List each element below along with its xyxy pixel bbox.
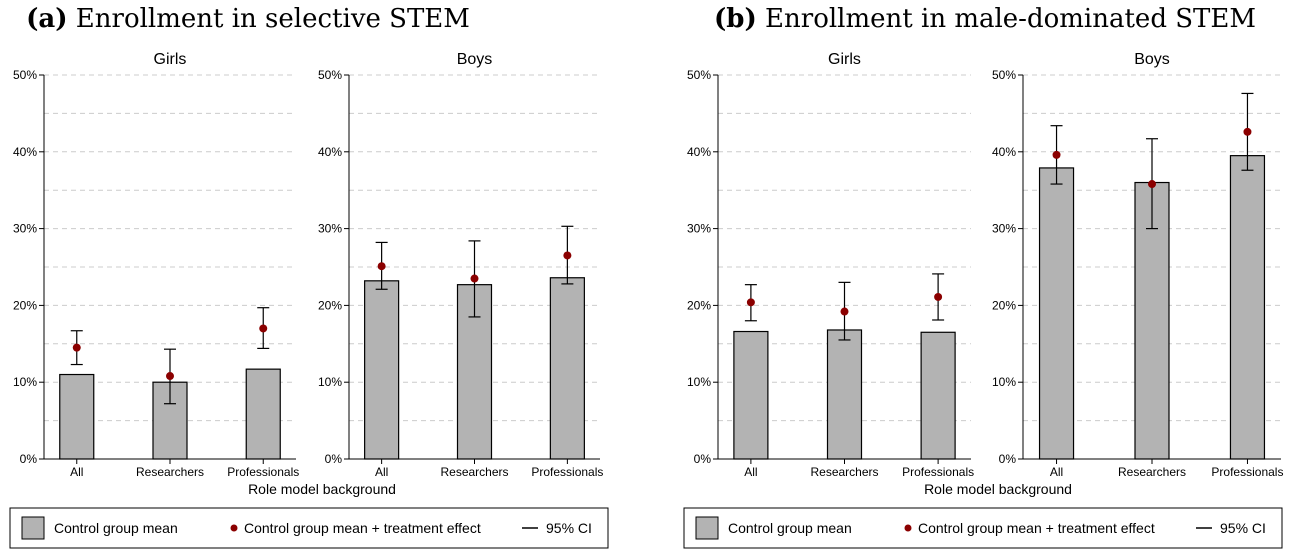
bar-control-mean [733, 330, 769, 460]
panel-boys: Boys 0% 10% 20% 30% 40% 50% All Researchers Profe… [318, 51, 603, 479]
y-tick-label: 40% [13, 145, 37, 159]
y-tick-label: 0% [694, 452, 712, 466]
x-tick-label: Researchers [1118, 465, 1186, 479]
chart-a: (a) Enrollment in selective STEM Girls 0% 1… [9, 4, 609, 549]
panel-boys: Boys 0% 10% 20% 30% 40% 50% All Researchers Profe… [992, 51, 1284, 479]
x-tick-label: All [70, 465, 83, 479]
panel-title: Boys [1134, 51, 1170, 68]
x-tick-label: Researchers [136, 465, 204, 479]
y-tick-label: 40% [992, 145, 1016, 159]
legend-box [683, 507, 1283, 549]
chart-title-label: (b) [714, 4, 757, 34]
treatment-point [840, 307, 849, 316]
x-axis-title: Role model background [924, 481, 1072, 497]
panel-title: Girls [154, 51, 187, 68]
treatment-point [746, 298, 755, 307]
chart-title-text: Enrollment in selective STEM [68, 4, 470, 34]
legend-label-control: Control group mean [728, 520, 852, 536]
bar-control-mean [59, 373, 95, 460]
y-tick-label: 30% [13, 222, 37, 236]
treatment-point [934, 292, 943, 301]
y-tick-label: 30% [687, 222, 711, 236]
y-tick-label: 20% [992, 298, 1016, 312]
legend-label-ci: 95% CI [1220, 520, 1266, 536]
legend-swatch-control [21, 516, 45, 540]
treatment-point [377, 262, 386, 271]
panel-girls: Girls 0% 10% 20% 30% 40% 50% All Researchers Prof… [13, 51, 299, 479]
bar-control-mean [364, 280, 400, 460]
treatment-point [166, 372, 174, 381]
y-tick-label: 20% [13, 298, 37, 312]
x-tick-label: Professionals [1211, 465, 1283, 479]
legend-label-treatment: Control group mean + treatment effect [244, 520, 481, 536]
y-tick-label: 40% [687, 145, 711, 159]
treatment-point [1052, 150, 1061, 159]
x-tick-label: Professionals [531, 465, 603, 479]
bar-control-mean [1038, 167, 1075, 460]
y-tick-label: 30% [318, 222, 342, 236]
x-tick-label: Professionals [227, 465, 299, 479]
x-tick-label: All [1050, 465, 1063, 479]
y-tick-label: 50% [13, 68, 37, 82]
x-axis-title: Role model background [248, 481, 396, 497]
panel-girls: Girls 0% 10% 20% 30% 40% 50% All Researchers Prof… [687, 51, 974, 479]
bar-control-mean [549, 277, 585, 460]
x-tick-label: Researchers [810, 465, 878, 479]
legend: Control group mean Control group mean + t… [683, 507, 1283, 549]
treatment-point [470, 274, 479, 283]
chart-title-text: Enrollment in male-dominated STEM [757, 4, 1256, 34]
treatment-point [72, 343, 81, 352]
y-tick-label: 10% [13, 375, 37, 389]
legend: Control group mean Control group mean + t… [9, 507, 609, 549]
y-tick-label: 0% [999, 452, 1017, 466]
y-tick-label: 30% [992, 222, 1016, 236]
chart-b: (b) Enrollment in male-dominated STEM Gir… [683, 4, 1284, 549]
x-tick-label: All [744, 465, 757, 479]
x-tick-label: All [375, 465, 388, 479]
treatment-point [259, 324, 268, 333]
bar-control-mean [920, 331, 956, 460]
y-tick-label: 50% [687, 68, 711, 82]
bar-control-mean [826, 329, 863, 460]
legend-box [9, 507, 609, 549]
y-tick-label: 10% [992, 375, 1016, 389]
chart-title: (a) Enrollment in selective STEM [26, 4, 470, 34]
treatment-point [1243, 127, 1252, 136]
treatment-point [1148, 180, 1156, 189]
y-tick-label: 20% [318, 298, 342, 312]
x-tick-label: Professionals [902, 465, 974, 479]
legend-swatch-control [695, 516, 719, 540]
y-tick-label: 0% [325, 452, 343, 466]
y-tick-label: 20% [687, 298, 711, 312]
panel-title: Boys [457, 51, 493, 68]
legend-marker-treatment [904, 524, 912, 532]
y-tick-label: 50% [318, 68, 342, 82]
y-tick-label: 40% [318, 145, 342, 159]
y-tick-label: 10% [318, 375, 342, 389]
bar-control-mean [245, 368, 281, 460]
legend-marker-treatment [230, 524, 238, 532]
legend-label-treatment: Control group mean + treatment effect [918, 520, 1155, 536]
x-tick-label: Researchers [440, 465, 508, 479]
chart-title-label: (a) [26, 4, 67, 34]
treatment-point [563, 251, 572, 260]
legend-label-control: Control group mean [54, 520, 178, 536]
chart-title: (b) Enrollment in male-dominated STEM [714, 4, 1256, 34]
y-tick-label: 10% [687, 375, 711, 389]
y-tick-label: 50% [992, 68, 1016, 82]
legend-label-ci: 95% CI [546, 520, 592, 536]
panel-title: Girls [828, 51, 861, 68]
bar-control-mean [1229, 155, 1266, 460]
y-tick-label: 0% [20, 452, 38, 466]
